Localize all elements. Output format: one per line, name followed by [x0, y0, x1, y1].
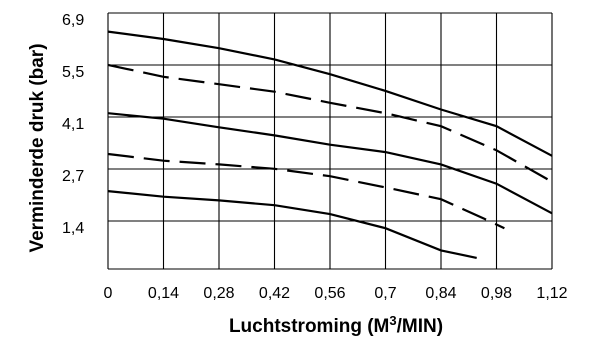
x-axis-label: Luchtstroming (M3/MIN) [229, 313, 443, 337]
x-axis-label-main: Luchtstroming (M [229, 316, 389, 337]
x-tick-label: 1,12 [536, 285, 567, 302]
x-tick-label: 0,42 [259, 285, 290, 302]
series-group [107, 30, 553, 259]
series-line-5 [107, 190, 477, 259]
y-tick-label: 1,4 [62, 220, 84, 237]
x-tick-label: 0,7 [374, 285, 396, 302]
series-line-2 [107, 63, 553, 183]
x-tick-label: 0,56 [314, 285, 345, 302]
y-tick-labels: 6,9 5,5 4,1 2,7 1,4 [62, 12, 84, 237]
x-axis-label-tail: /MIN) [397, 316, 443, 337]
y-axis-label: Verminderde druk (bar) [27, 43, 48, 252]
x-tick-label: 0,98 [481, 285, 512, 302]
x-tick-labels: 0 0,14 0,28 0,42 0,56 0,7 0,84 0,98 1,12 [104, 285, 568, 302]
series-line-3 [107, 112, 553, 215]
x-tick-label: 0,14 [148, 285, 179, 302]
x-axis-label-superscript: 3 [389, 313, 396, 328]
x-tick-label: 0,28 [203, 285, 234, 302]
series-line-4 [107, 152, 505, 230]
grid [107, 12, 553, 270]
series-line-1 [107, 30, 553, 157]
y-tick-label: 2,7 [62, 168, 84, 185]
x-tick-label: 0 [104, 285, 113, 302]
x-tick-label: 0,84 [425, 285, 456, 302]
y-tick-label: 4,1 [62, 116, 84, 133]
y-tick-label: 6,9 [62, 12, 84, 29]
y-tick-label: 5,5 [62, 64, 84, 81]
